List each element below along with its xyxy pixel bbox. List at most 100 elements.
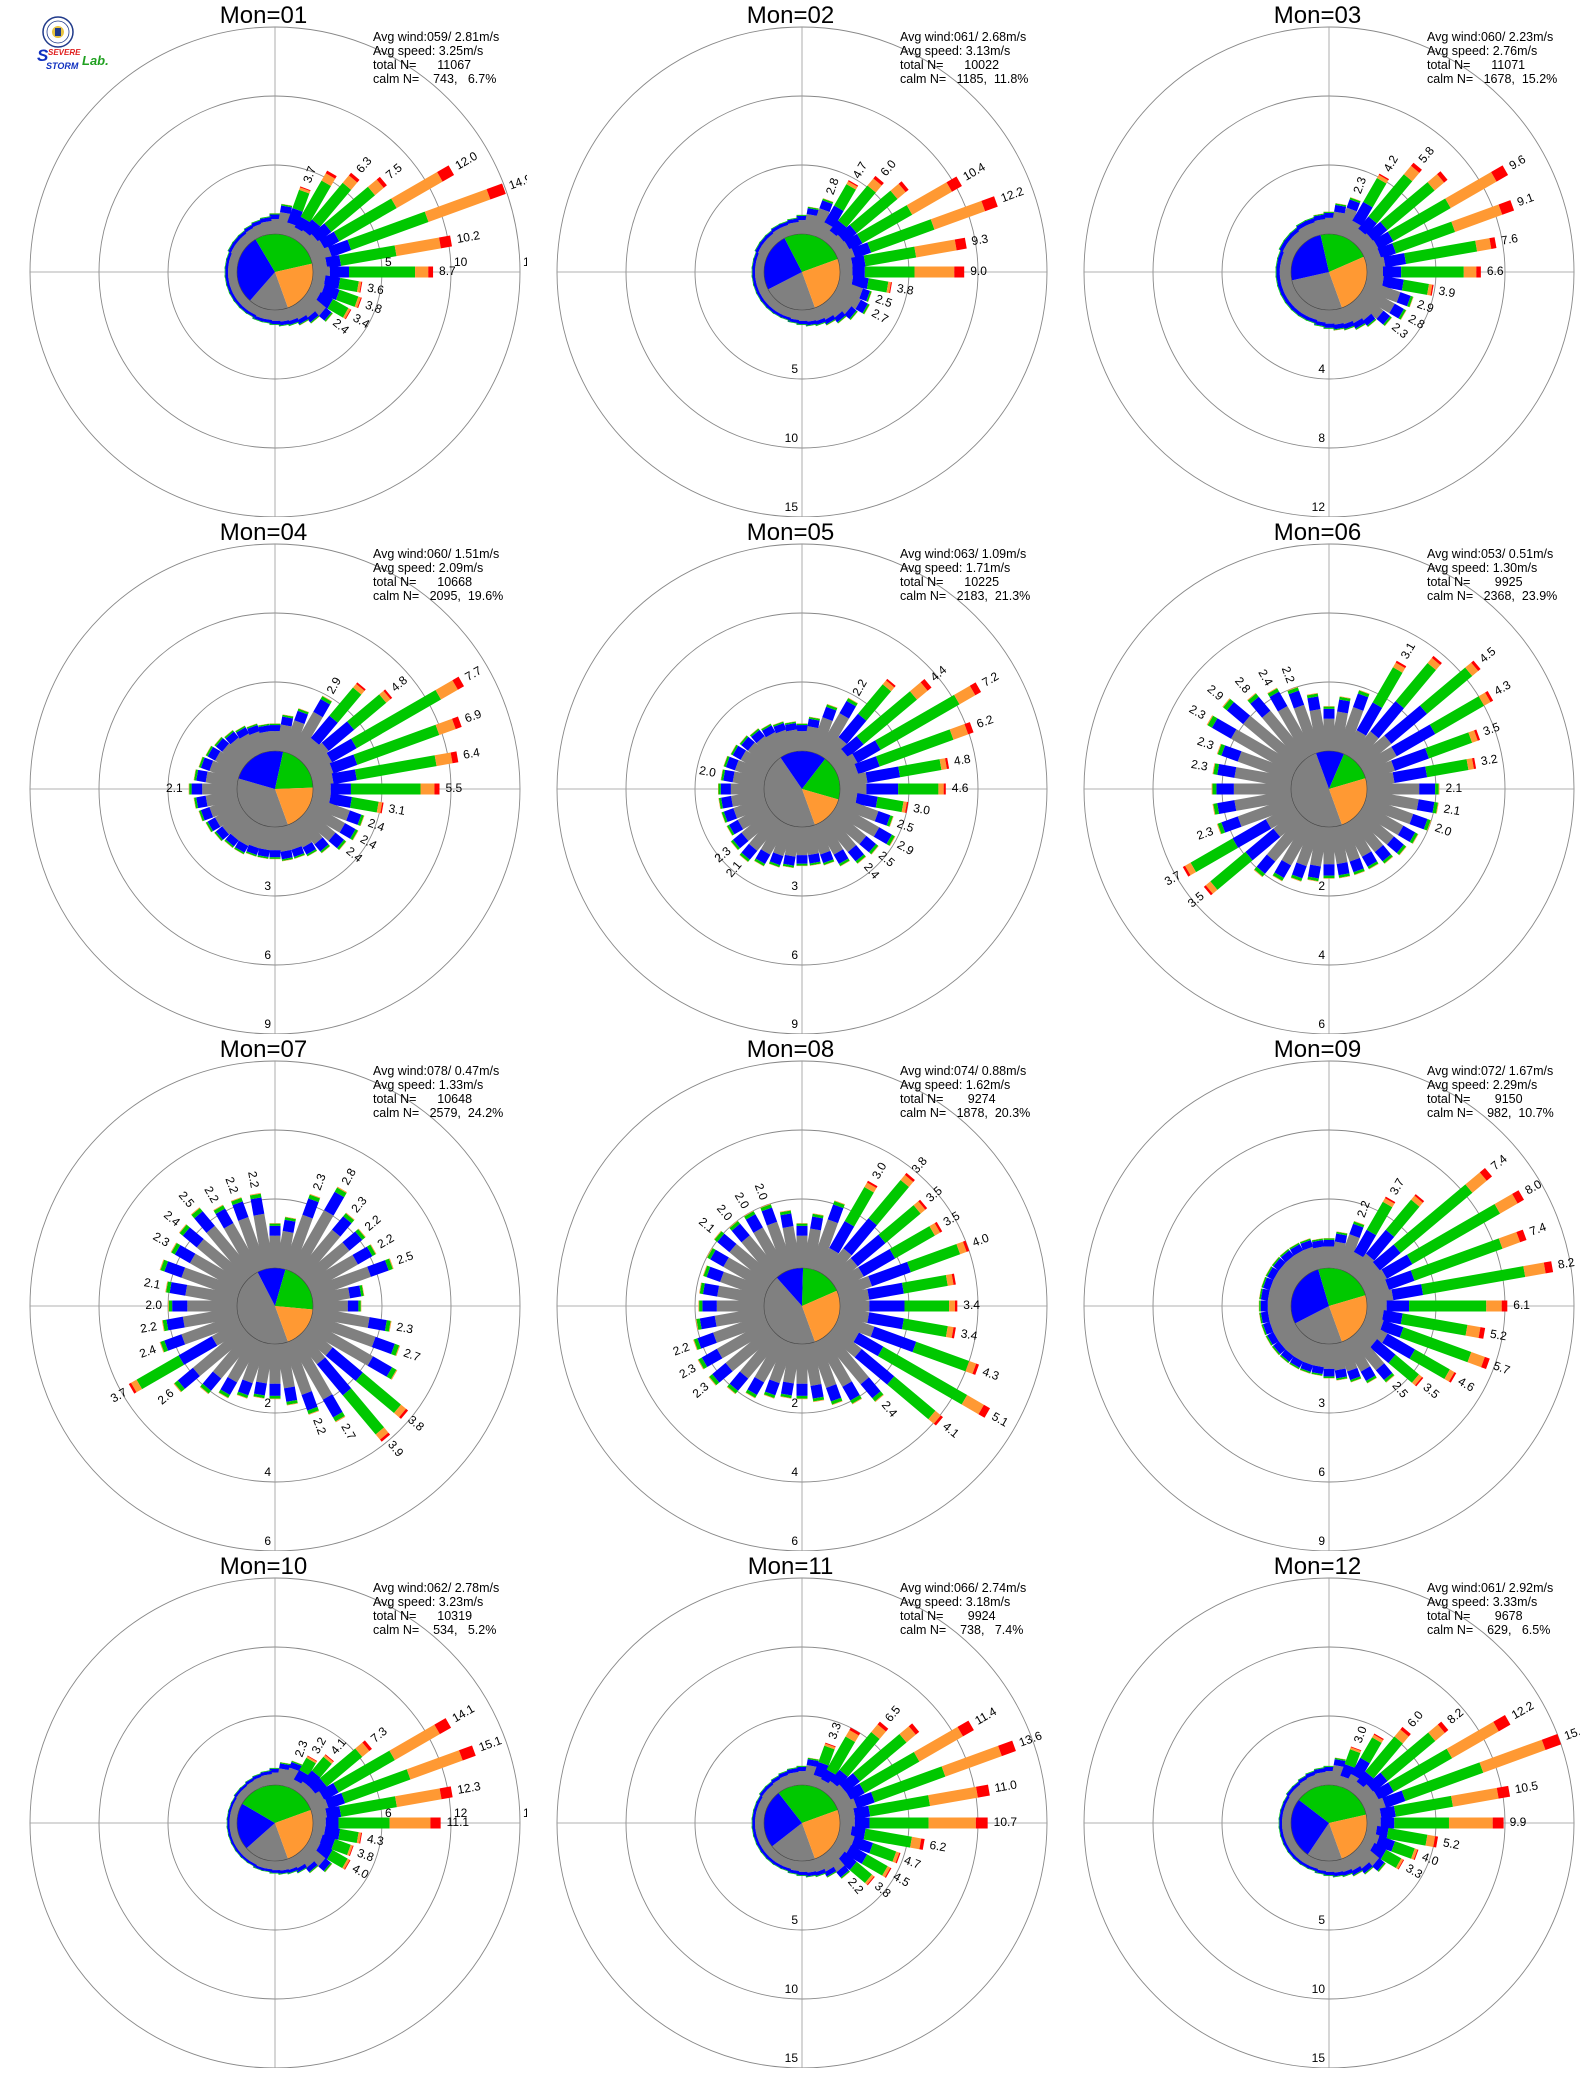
bar-segment bbox=[867, 1282, 904, 1300]
bar-value-label: 2.4 bbox=[1255, 667, 1276, 689]
direction-bar bbox=[809, 198, 834, 239]
bar-segment bbox=[697, 1332, 717, 1349]
direction-bar bbox=[282, 1339, 320, 1415]
bar-segment bbox=[226, 1809, 229, 1821]
bar-segment bbox=[1273, 1320, 1299, 1342]
direction-bar bbox=[269, 213, 281, 234]
bar-value-label: 3.7 bbox=[1162, 868, 1184, 889]
bar-segment bbox=[269, 1225, 281, 1236]
bar-segment bbox=[805, 320, 817, 326]
bar-segment bbox=[721, 769, 726, 781]
bar-segment bbox=[348, 1285, 362, 1299]
bar-segment bbox=[1498, 1231, 1521, 1249]
bar-segment bbox=[796, 1861, 808, 1872]
bar-segment bbox=[760, 1204, 772, 1212]
bar-segment bbox=[1293, 704, 1322, 756]
bar-segment bbox=[731, 1223, 750, 1243]
bar-segment bbox=[718, 797, 723, 809]
bar-segment bbox=[1311, 1238, 1323, 1242]
bar-segment bbox=[796, 1765, 808, 1767]
bar-segment bbox=[1391, 1841, 1415, 1859]
bar-segment bbox=[1323, 1238, 1335, 1240]
bar-segment bbox=[314, 837, 329, 852]
bar-segment bbox=[1217, 743, 1226, 756]
bar-segment bbox=[189, 1253, 245, 1292]
ring-label: 10 bbox=[454, 255, 468, 269]
bar-value-label: 10.5 bbox=[1514, 1778, 1540, 1796]
bar-segment bbox=[234, 847, 245, 855]
calm-pie-slice bbox=[1291, 272, 1342, 310]
calm-pie-slice bbox=[237, 1803, 275, 1849]
bar-value-label: 4.1 bbox=[940, 1419, 962, 1441]
bar-segment bbox=[391, 172, 443, 209]
direction-bar bbox=[827, 679, 932, 769]
bar-segment bbox=[752, 283, 758, 295]
bar-value-label: 4.3 bbox=[366, 1832, 385, 1849]
stats-avg-wind: Avg wind:074/ 0.88m/s bbox=[900, 1064, 1027, 1078]
bar-segment bbox=[890, 183, 906, 200]
bar-segment bbox=[889, 816, 894, 827]
direction-bar bbox=[269, 1344, 281, 1400]
bar-segment bbox=[741, 736, 755, 751]
bar-segment bbox=[1269, 691, 1288, 712]
bar-segment bbox=[812, 1213, 824, 1216]
bar-segment bbox=[1353, 1220, 1365, 1226]
bar-segment bbox=[816, 1247, 839, 1276]
bar-segment bbox=[1349, 297, 1372, 321]
bar-segment bbox=[300, 234, 319, 252]
bar-segment bbox=[876, 729, 954, 767]
direction-bar bbox=[308, 1313, 401, 1357]
stats-block: Avg wind:061/ 2.68m/s Avg speed: 3.13m/s t… bbox=[900, 30, 1028, 86]
direction-bar bbox=[161, 1307, 239, 1332]
calm-pie bbox=[763, 1268, 840, 1344]
bar-segment bbox=[199, 1386, 209, 1395]
bar-segment bbox=[796, 320, 808, 325]
bar-value-label: 2.8 bbox=[1232, 674, 1254, 696]
bar-segment bbox=[933, 1415, 944, 1426]
bar-segment bbox=[308, 1410, 320, 1415]
bar-segment bbox=[260, 220, 274, 236]
bar-segment bbox=[342, 175, 358, 190]
bar-value-label: 3.8 bbox=[896, 281, 915, 298]
bar-segment bbox=[703, 1265, 711, 1278]
bar-value-label: 2.3 bbox=[395, 1320, 414, 1337]
bar-segment bbox=[850, 311, 858, 321]
bar-segment bbox=[1333, 1759, 1346, 1767]
bar-segment bbox=[1232, 819, 1272, 848]
bar-segment bbox=[877, 1721, 889, 1732]
stats-avg-wind: Avg wind:061/ 2.68m/s bbox=[900, 30, 1027, 44]
bar-segment bbox=[325, 1347, 363, 1381]
bar-segment bbox=[224, 266, 226, 278]
bar-segment bbox=[1359, 286, 1395, 314]
bar-segment bbox=[745, 1392, 756, 1399]
direction-bar bbox=[1354, 292, 1393, 327]
wind-rose-svg: 2.3 2.82.32.22.22.52.32.73.83.92.72.22.63… bbox=[29, 1060, 521, 1551]
bar-segment bbox=[827, 748, 849, 769]
direction-bar bbox=[809, 703, 838, 756]
direction-bar bbox=[699, 1282, 766, 1305]
bar-segment bbox=[1352, 318, 1365, 329]
bar-value-label: 2.0 bbox=[714, 1202, 736, 1224]
bar-segment bbox=[753, 1227, 788, 1276]
bar-segment bbox=[1394, 1817, 1449, 1829]
bar-segment bbox=[857, 205, 913, 244]
bar-value-label: 2.2 bbox=[245, 1170, 262, 1189]
direction-bar bbox=[1354, 171, 1448, 252]
bar-segment bbox=[928, 1817, 976, 1829]
bar-segment bbox=[778, 1770, 791, 1778]
calm-pie-slice bbox=[1298, 1785, 1367, 1823]
bar-segment bbox=[796, 1398, 808, 1400]
direction-bar bbox=[822, 297, 847, 324]
bar-segment bbox=[945, 1326, 954, 1338]
ring-label: 2 bbox=[264, 1396, 271, 1410]
bar-segment bbox=[779, 1867, 791, 1873]
bar-segment bbox=[1290, 874, 1303, 882]
direction-bar bbox=[1365, 790, 1439, 814]
stats-block: Avg wind:060/ 1.51m/s Avg speed: 2.09m/s t… bbox=[373, 547, 503, 603]
direction-bar bbox=[1216, 743, 1296, 782]
direction-bar bbox=[1265, 1266, 1299, 1292]
bar-segment bbox=[1289, 226, 1299, 235]
bar-segment bbox=[709, 1374, 720, 1386]
stats-avg-wind: Avg wind:060/ 2.23m/s bbox=[1427, 30, 1554, 44]
bar-segment bbox=[224, 257, 228, 269]
